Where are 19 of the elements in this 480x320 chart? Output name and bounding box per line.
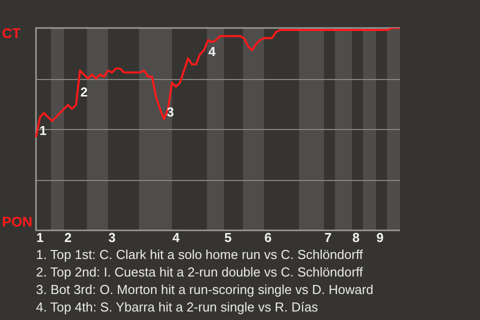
annotation: 2 bbox=[80, 84, 88, 100]
text: 3. Bot 3rd: O. Morton hit a run-scoring single vs D. Howard bbox=[36, 282, 374, 297]
x-tick-label: 9 bbox=[376, 230, 384, 245]
text: PON bbox=[2, 213, 32, 230]
text: CT bbox=[2, 24, 22, 41]
text: 4. Top 4th: S. Ybarra hit a 2-run single vs R. Días bbox=[36, 299, 319, 314]
x-tick-label: 4 bbox=[172, 230, 180, 245]
x-tick-label: 1 bbox=[36, 230, 44, 245]
x-tick-label: 5 bbox=[224, 230, 232, 245]
x-tick-label: 6 bbox=[264, 230, 272, 245]
text: 2. Top 2nd: I. Cuesta hit a 2-run double vs C. Schlöndorff bbox=[36, 264, 364, 280]
x-tick-label: 7 bbox=[324, 230, 332, 245]
text: 1. Top 1st: C. Clark hit a solo home run vs C. Schlöndorff bbox=[36, 246, 364, 262]
annotation: 4 bbox=[208, 44, 216, 59]
annotation: 3 bbox=[166, 104, 174, 120]
x-tick-label: 3 bbox=[108, 230, 116, 245]
x-tick-label: 2 bbox=[64, 230, 72, 245]
x-tick-label: 8 bbox=[352, 230, 360, 245]
annotation: 1 bbox=[39, 122, 47, 138]
